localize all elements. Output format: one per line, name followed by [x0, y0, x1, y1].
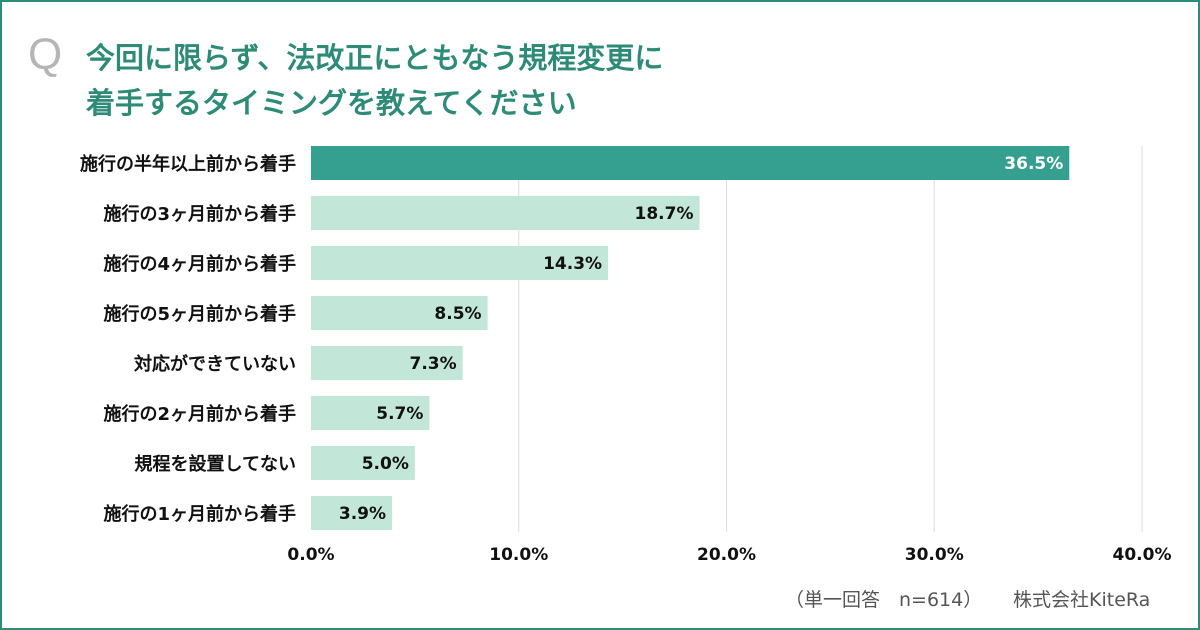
x-tick-label: 0.0% [287, 545, 334, 565]
bar [311, 246, 609, 280]
data-label: 36.5% [1004, 154, 1063, 174]
x-tick-label: 20.0% [697, 545, 756, 565]
bar [311, 446, 415, 480]
data-label: 14.3% [543, 254, 602, 274]
title-line-2: 着手するタイミングを教えてください [86, 86, 577, 120]
data-label: 8.5% [434, 304, 481, 324]
category-label: 施行の1ヶ月前から着手 [103, 503, 296, 525]
bar [311, 196, 700, 230]
data-label: 3.9% [339, 504, 386, 524]
sample-note: （単一回答 n=614） [785, 589, 983, 611]
bar [311, 296, 488, 330]
x-tick-label: 30.0% [905, 545, 964, 565]
title-line-1: 今回に限らず、法改正にともなう規程変更に [86, 41, 664, 75]
bar [311, 496, 393, 530]
x-tick-label: 10.0% [489, 545, 548, 565]
category-label: 施行の4ヶ月前から着手 [103, 253, 296, 275]
bar [311, 346, 463, 380]
category-label: 対応ができていない [133, 353, 296, 375]
data-label: 5.0% [362, 454, 409, 474]
bar [311, 396, 430, 430]
category-label: 施行の3ヶ月前から着手 [103, 203, 296, 225]
data-label: 7.3% [410, 354, 457, 374]
x-tick-label: 40.0% [1113, 545, 1172, 565]
bar [311, 146, 1070, 180]
category-label: 施行の5ヶ月前から着手 [103, 303, 296, 325]
question-mark: Q [28, 30, 63, 79]
category-label: 規程を設置してない [135, 453, 296, 475]
company-credit: 株式会社KiteRa [1013, 589, 1151, 611]
category-label: 施行の2ヶ月前から着手 [103, 403, 296, 425]
data-label: 18.7% [635, 204, 694, 224]
chart-title: 今回に限らず、法改正にともなう規程変更に 着手するタイミングを教えてください [86, 36, 663, 126]
category-label: 施行の半年以上前から着手 [80, 153, 296, 175]
data-label: 5.7% [376, 404, 423, 424]
